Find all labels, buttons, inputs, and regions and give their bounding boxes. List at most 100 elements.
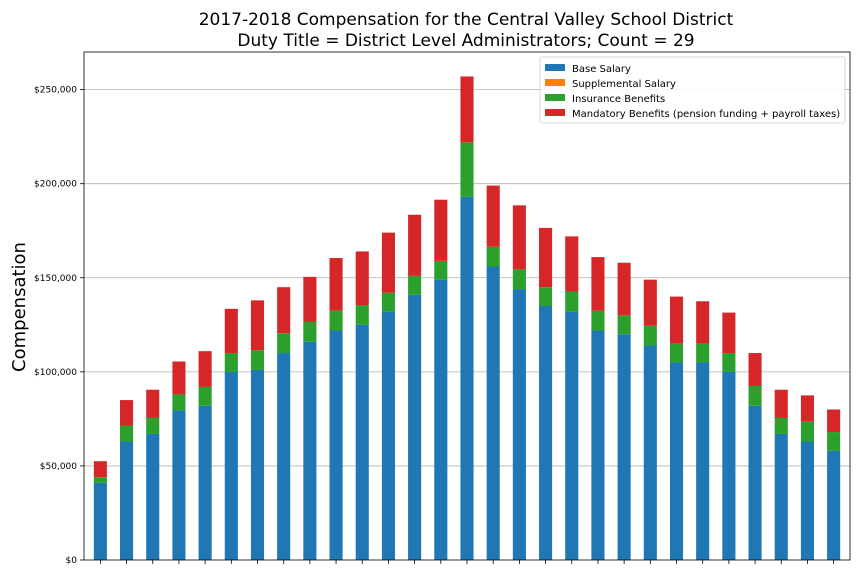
bar-segment: [539, 306, 553, 560]
bar-segment: [172, 410, 186, 560]
legend-label: Mandatory Benefits (pension funding + pa…: [572, 109, 840, 120]
bar-segment: [617, 262, 631, 316]
bar-segment: [303, 341, 317, 560]
bar-segment: [800, 395, 814, 422]
bar-segment: [355, 251, 369, 306]
bar-segment: [696, 343, 710, 363]
bar-segment: [591, 257, 605, 311]
axes-layer: $0 $50,000 $100,000 $150,000 $200,000 $250,00…: [34, 51, 851, 566]
bar-segment: [146, 417, 160, 434]
bar-segment: [565, 311, 579, 560]
legend-swatch: [545, 109, 565, 116]
bar-segment: [643, 279, 657, 326]
bar-segment: [696, 362, 710, 560]
bar-segment: [381, 311, 395, 560]
legend-box: [539, 56, 846, 124]
bar-segment: [303, 321, 317, 342]
bar-segment: [277, 333, 291, 354]
bar-segment: [617, 315, 631, 335]
bar-segment: [93, 461, 107, 478]
chart-title: 2017-2018 Compensation for the Central V…: [199, 10, 734, 30]
legend-swatch: [545, 79, 565, 86]
bar-segment: [722, 353, 736, 372]
legend-label: Base Salary: [572, 64, 631, 75]
legend-swatch: [545, 64, 565, 71]
bar-segment: [591, 310, 605, 331]
bar-segment: [250, 300, 265, 351]
y-tick-label: $50,000: [40, 462, 77, 472]
bar-segment: [172, 361, 186, 395]
bar-segment: [486, 246, 500, 267]
bar-segment: [748, 405, 762, 560]
bar-segment: [827, 409, 841, 433]
bar-segment: [512, 205, 526, 270]
chart-subtitle: Duty Title = District Level Administrato…: [237, 31, 694, 51]
bar-segment: [434, 279, 448, 560]
bar-segment: [643, 345, 657, 560]
bar-segment: [250, 369, 265, 560]
bar-segment: [669, 343, 684, 363]
bar-segment: [565, 236, 579, 292]
bar-segment: [774, 389, 788, 418]
bar-segment: [224, 353, 238, 372]
bar-segment: [565, 291, 579, 312]
bar-segment: [408, 294, 422, 560]
bar-segment: [486, 266, 500, 560]
bar-segment: [198, 386, 212, 406]
bar-segment: [512, 289, 526, 560]
legend-label: Supplemental Salary: [572, 79, 676, 90]
bar-segment: [591, 330, 605, 560]
bar-segment: [198, 351, 212, 387]
bar-segment: [460, 196, 474, 560]
bar-segment: [539, 227, 553, 288]
bar-segment: [512, 269, 526, 290]
bar-segment: [748, 353, 762, 386]
bars-layer: [93, 76, 841, 560]
legend: Base Salary Supplemental Salary Insurance …: [539, 56, 846, 124]
bar-segment: [146, 433, 160, 560]
bar-segment: [722, 312, 736, 354]
bar-segment: [696, 301, 710, 344]
y-axis-label: Compensation: [9, 242, 30, 372]
y-tick-label: $250,000: [34, 86, 77, 96]
legend-swatch: [545, 94, 565, 101]
bar-segment: [250, 350, 265, 370]
bar-segment: [355, 324, 369, 560]
bar-segment: [93, 482, 107, 560]
bar-segment: [277, 287, 291, 334]
bar-segment: [539, 287, 553, 306]
bar-segment: [486, 185, 500, 247]
bar-segment: [617, 334, 631, 560]
bar-segment: [434, 260, 448, 280]
bar-segment: [827, 450, 841, 560]
bar-segment: [329, 310, 343, 331]
bar-segment: [303, 276, 317, 322]
bar-segment: [329, 330, 343, 560]
bar-segment: [381, 292, 395, 312]
bar-segment: [800, 441, 814, 560]
bar-segment: [329, 258, 343, 311]
bar-segment: [434, 199, 448, 261]
bar-segment: [93, 477, 107, 483]
bar-segment: [800, 421, 814, 442]
bar-segment: [669, 362, 684, 560]
bar-segment: [120, 425, 134, 442]
y-tick-label: $200,000: [34, 180, 77, 190]
bar-segment: [460, 76, 474, 143]
bar-segment: [355, 305, 369, 325]
bar-segment: [172, 394, 186, 411]
bar-segment: [408, 214, 422, 276]
bar-segment: [827, 432, 841, 451]
bar-segment: [669, 296, 684, 344]
bar-segment: [408, 275, 422, 295]
y-tick-label: $150,000: [34, 274, 77, 284]
bar-segment: [277, 353, 291, 560]
bar-segment: [381, 232, 395, 293]
bar-segment: [224, 308, 238, 354]
bar-segment: [460, 142, 474, 197]
y-tick-label: $100,000: [34, 368, 77, 378]
legend-label: Insurance Benefits: [572, 94, 665, 105]
bar-segment: [198, 405, 212, 560]
